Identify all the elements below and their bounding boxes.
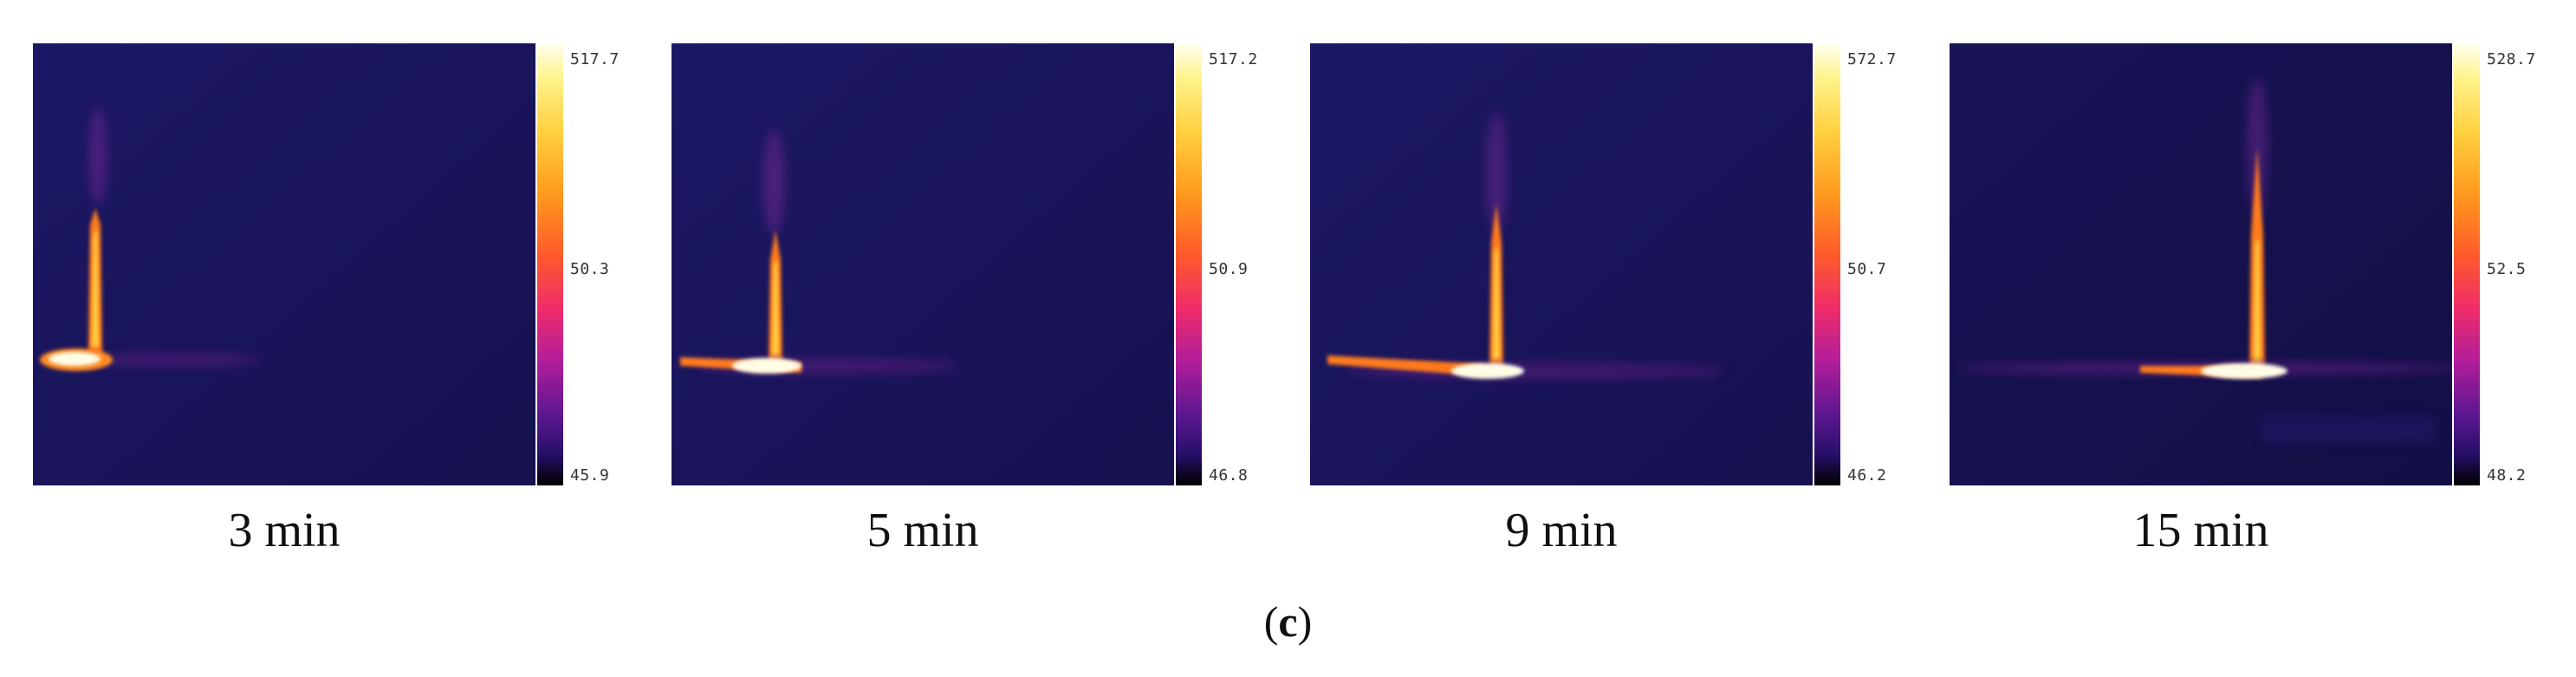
scale-max-label: 528.7	[2487, 50, 2536, 68]
thermal-image	[33, 43, 535, 485]
time-label: 3 min	[228, 504, 341, 557]
thermal-panel-3min: 517.7 50.3 45.9 3 min	[33, 0, 639, 677]
scale-min-label: 46.8	[1209, 466, 1249, 485]
figure-caption: (c)	[0, 596, 2576, 647]
thermal-image-15min	[1950, 43, 2452, 485]
thermal-image	[1310, 43, 1813, 485]
scale-min-label: 45.9	[570, 466, 610, 485]
thermal-image	[672, 43, 1174, 485]
scale-mid-label: 50.7	[1847, 260, 1887, 278]
color-scale-bar	[2454, 43, 2480, 485]
scale-max-label: 517.2	[1209, 50, 1258, 68]
scale-max-label: 517.7	[570, 50, 620, 68]
color-scale-bar	[537, 43, 563, 485]
scale-mid-label: 50.9	[1209, 260, 1249, 278]
scale-min-label: 46.2	[1847, 466, 1887, 485]
caption-open: (	[1263, 597, 1279, 646]
time-label: 15 min	[2132, 504, 2269, 557]
thermal-image-5min	[672, 43, 1174, 485]
thermal-panel-5min: 517.2 50.9 46.8 5 min	[672, 0, 1278, 677]
caption-close: )	[1297, 597, 1313, 646]
thermal-panel-9min: 572.7 50.7 46.2 9 min	[1310, 0, 1917, 677]
time-label: 9 min	[1505, 504, 1618, 557]
color-scale-bar	[1176, 43, 1202, 485]
scale-mid-label: 50.3	[570, 260, 610, 278]
thermal-panel-15min: 528.7 52.5 48.2 15 min	[1950, 0, 2556, 677]
scale-min-label: 48.2	[2487, 466, 2527, 485]
time-label: 5 min	[866, 504, 979, 557]
thermal-image-3min	[33, 43, 535, 485]
color-scale-bar	[1814, 43, 1840, 485]
caption-letter: c	[1278, 597, 1298, 646]
thermal-image-9min	[1310, 43, 1813, 485]
thermal-image	[1950, 43, 2452, 485]
scale-max-label: 572.7	[1847, 50, 1897, 68]
scale-mid-label: 52.5	[2487, 260, 2527, 278]
